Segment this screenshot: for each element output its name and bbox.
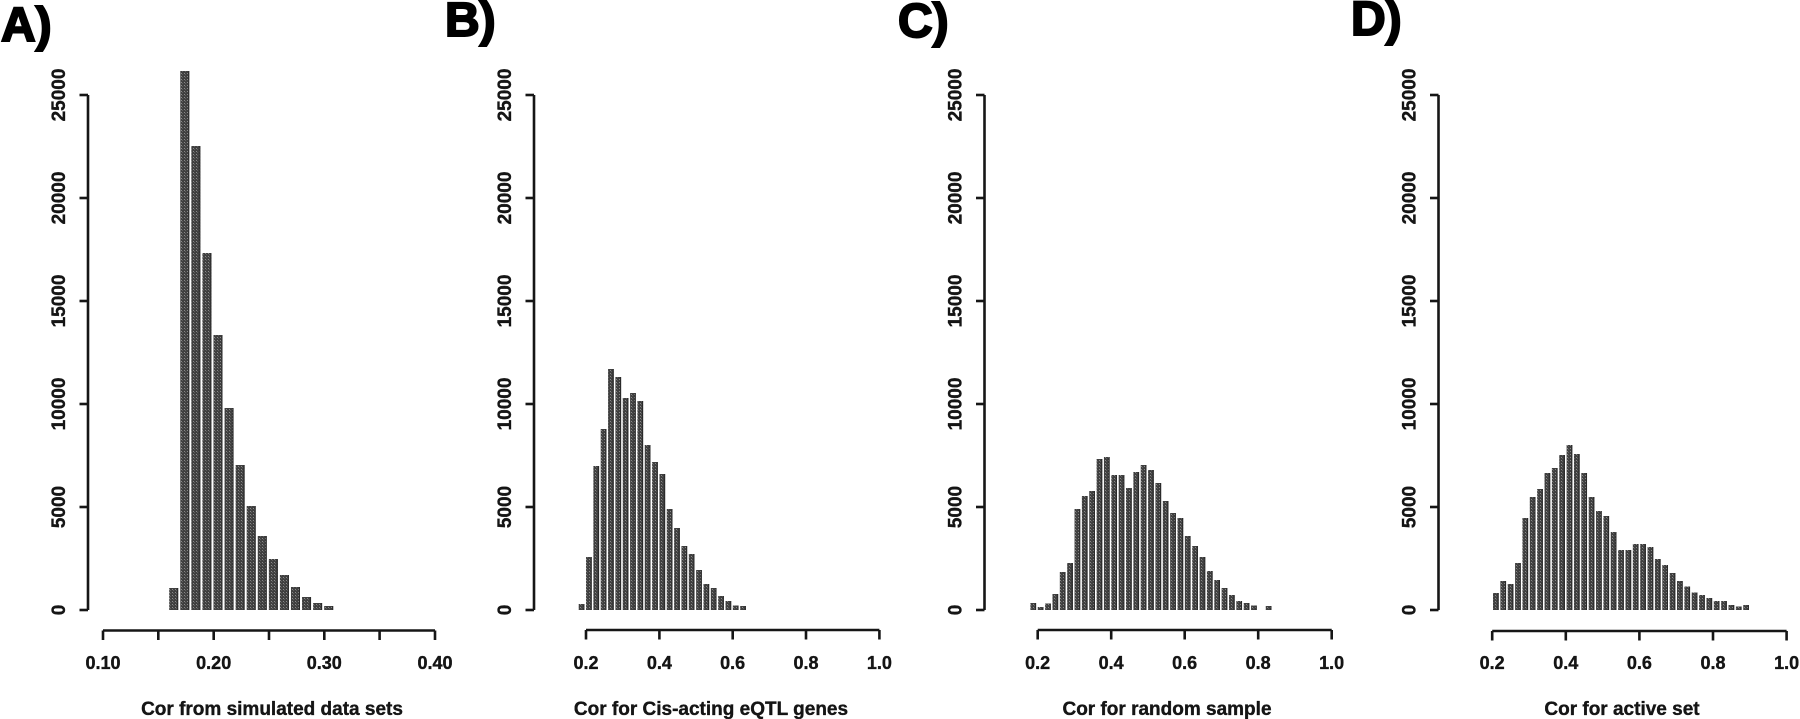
svg-text:0.4: 0.4	[1099, 653, 1124, 673]
svg-text:1.0: 1.0	[867, 653, 892, 673]
svg-text:0.8: 0.8	[793, 653, 818, 673]
svg-text:0.2: 0.2	[1480, 653, 1505, 673]
svg-text:10000: 10000	[1400, 378, 1421, 431]
svg-text:5000: 5000	[946, 486, 967, 528]
svg-text:Cor for Cis-acting eQTL genes: Cor for Cis-acting eQTL genes	[574, 699, 848, 719]
svg-text:0: 0	[946, 605, 967, 616]
svg-text:0.10: 0.10	[85, 653, 120, 673]
svg-text:Cor for active set: Cor for active set	[1544, 699, 1700, 719]
svg-text:Cor from simulated data sets: Cor from simulated data sets	[141, 699, 403, 719]
svg-text:25000: 25000	[495, 69, 516, 122]
svg-text:0.6: 0.6	[720, 653, 745, 673]
svg-text:0.2: 0.2	[1025, 653, 1050, 673]
svg-text:20000: 20000	[495, 172, 516, 225]
svg-text:10000: 10000	[495, 378, 516, 431]
svg-text:5000: 5000	[49, 486, 70, 528]
svg-text:0.6: 0.6	[1627, 653, 1652, 673]
svg-text:25000: 25000	[946, 69, 967, 122]
svg-text:20000: 20000	[49, 172, 70, 225]
svg-text:10000: 10000	[946, 378, 967, 431]
svg-text:0.6: 0.6	[1172, 653, 1197, 673]
svg-text:0.20: 0.20	[196, 653, 231, 673]
svg-text:Cor for random sample: Cor for random sample	[1062, 699, 1271, 719]
svg-text:5000: 5000	[495, 486, 516, 528]
svg-text:0.8: 0.8	[1246, 653, 1271, 673]
svg-text:0.30: 0.30	[307, 653, 342, 673]
svg-text:0: 0	[1400, 605, 1421, 616]
svg-text:D): D)	[1351, 0, 1402, 46]
svg-text:C): C)	[898, 0, 949, 48]
svg-text:15000: 15000	[495, 275, 516, 328]
svg-text:0.8: 0.8	[1700, 653, 1725, 673]
svg-text:20000: 20000	[1400, 172, 1421, 225]
svg-text:15000: 15000	[946, 275, 967, 328]
svg-text:25000: 25000	[49, 69, 70, 122]
svg-text:A): A)	[1, 0, 52, 52]
svg-text:5000: 5000	[1400, 486, 1421, 528]
svg-text:15000: 15000	[49, 275, 70, 328]
svg-text:1.0: 1.0	[1774, 653, 1799, 673]
svg-text:B): B)	[445, 0, 496, 47]
svg-text:0.2: 0.2	[573, 653, 598, 673]
svg-text:15000: 15000	[1400, 275, 1421, 328]
svg-text:0: 0	[49, 605, 70, 616]
svg-text:1.0: 1.0	[1319, 653, 1344, 673]
svg-text:10000: 10000	[49, 378, 70, 431]
svg-text:0.4: 0.4	[647, 653, 672, 673]
svg-text:0.40: 0.40	[417, 653, 452, 673]
svg-text:20000: 20000	[946, 172, 967, 225]
svg-text:0: 0	[495, 605, 516, 616]
svg-text:0.4: 0.4	[1553, 653, 1578, 673]
svg-text:25000: 25000	[1400, 69, 1421, 122]
